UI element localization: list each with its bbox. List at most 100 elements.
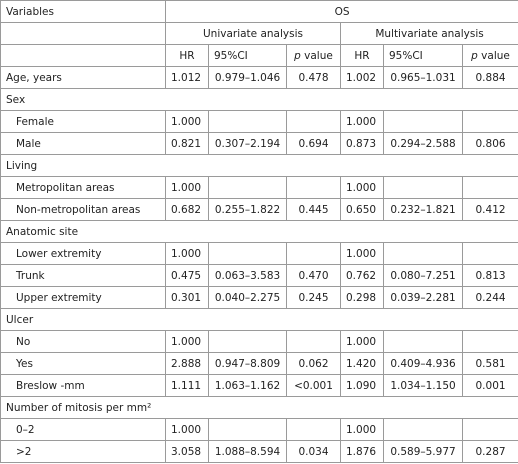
data-cell: 0.287: [461, 440, 518, 463]
row-label: Metropolitan areas: [0, 176, 166, 199]
table-row: Living: [0, 154, 518, 177]
data-cell: [286, 242, 341, 265]
table-row: Female 1.000 1.000: [0, 110, 518, 133]
data-cell: [208, 110, 287, 133]
header-cell: [0, 44, 166, 67]
data-cell: [383, 242, 463, 265]
table-row: Yes 2.888 0.947–8.809 0.062 1.420 0.409–4.936…: [0, 352, 518, 375]
table-row: Non-metropolitan areas 0.682 0.255–1.822 0.…: [0, 198, 518, 221]
data-cell: 0.821: [165, 132, 209, 155]
table-row: No 1.000 1.000: [0, 330, 518, 353]
table-row: Trunk 0.475 0.063–3.583 0.470 0.762 0.080–7.2…: [0, 264, 518, 287]
data-cell: 1.000: [340, 418, 384, 441]
table-row: 0–2 1.000 1.000: [0, 418, 518, 441]
data-cell: 0.650: [340, 198, 384, 221]
data-cell: 0.979–1.046: [208, 66, 287, 89]
data-cell: 0.445: [286, 198, 341, 221]
row-label: Male: [0, 132, 166, 155]
data-cell: 1.000: [165, 418, 209, 441]
column-header: 95%CI: [208, 44, 287, 67]
data-cell: 0.470: [286, 264, 341, 287]
data-cell: [208, 242, 287, 265]
data-cell: 1.012: [165, 66, 209, 89]
data-cell: [383, 330, 463, 353]
data-cell: 0.965–1.031: [383, 66, 463, 89]
data-cell: 0.080–7.251: [383, 264, 463, 287]
row-label: Yes: [0, 352, 166, 375]
header-cell: OS: [164, 0, 518, 23]
table-row: Anatomic site: [0, 220, 518, 243]
data-cell: 0.001: [461, 374, 518, 397]
data-cell: [461, 176, 518, 199]
data-cell: 0.255–1.822: [208, 198, 287, 221]
data-cell: [383, 110, 463, 133]
table-row: Variables OS: [0, 0, 518, 23]
group-label: Number of mitosis per mm²: [0, 396, 518, 419]
data-cell: 2.888: [165, 352, 209, 375]
row-label: Breslow -mm: [0, 374, 166, 397]
data-cell: 0.245: [286, 286, 341, 309]
column-header: HR: [165, 44, 209, 67]
row-label: No: [0, 330, 166, 353]
data-cell: 0.412: [461, 198, 518, 221]
data-cell: 1.000: [340, 330, 384, 353]
data-cell: 1.000: [165, 242, 209, 265]
data-cell: 0.682: [165, 198, 209, 221]
data-cell: 0.298: [340, 286, 384, 309]
data-cell: 0.806: [461, 132, 518, 155]
data-cell: 1.063–1.162: [208, 374, 287, 397]
data-cell: <0.001: [286, 374, 341, 397]
data-cell: 0.581: [461, 352, 518, 375]
column-header: p value: [286, 44, 341, 67]
data-cell: 0.062: [286, 352, 341, 375]
data-cell: 0.301: [165, 286, 209, 309]
header-cell: [0, 22, 166, 45]
data-cell: 0.409–4.936: [383, 352, 463, 375]
group-label: Ulcer: [0, 308, 518, 331]
data-cell: 1.000: [165, 110, 209, 133]
data-cell: 0.034: [286, 440, 341, 463]
data-cell: 1.034–1.150: [383, 374, 463, 397]
data-cell: 0.884: [461, 66, 518, 89]
data-cell: [286, 176, 341, 199]
row-label: Trunk: [0, 264, 166, 287]
table-row: Number of mitosis per mm²: [0, 396, 518, 419]
data-cell: 1.876: [340, 440, 384, 463]
data-cell: 1.420: [340, 352, 384, 375]
data-cell: [383, 418, 463, 441]
row-label: Age, years: [0, 66, 166, 89]
data-cell: 1.111: [165, 374, 209, 397]
row-label: Non-metropolitan areas: [0, 198, 166, 221]
row-label: Upper extremity: [0, 286, 166, 309]
data-cell: 1.000: [340, 110, 384, 133]
table-row: Univariate analysis Multivariate analysis: [0, 22, 518, 45]
data-cell: 0.589–5.977: [383, 440, 463, 463]
data-cell: 1.000: [340, 242, 384, 265]
column-header: 95%CI: [383, 44, 463, 67]
table-row: Male 0.821 0.307–2.194 0.694 0.873 0.294–2.58…: [0, 132, 518, 155]
data-cell: 0.040–2.275: [208, 286, 287, 309]
data-cell: 0.947–8.809: [208, 352, 287, 375]
data-cell: 0.478: [286, 66, 341, 89]
column-header: HR: [340, 44, 384, 67]
row-label: >2: [0, 440, 166, 463]
header-cell: Variables: [0, 0, 166, 23]
data-cell: [208, 176, 287, 199]
table-row: Sex: [0, 88, 518, 111]
row-label: Lower extremity: [0, 242, 166, 265]
data-cell: 0.694: [286, 132, 341, 155]
data-cell: 0.232–1.821: [383, 198, 463, 221]
data-cell: 0.039–2.281: [383, 286, 463, 309]
data-cell: 0.762: [340, 264, 384, 287]
group-label: Anatomic site: [0, 220, 518, 243]
data-cell: 0.873: [340, 132, 384, 155]
data-cell: [461, 242, 518, 265]
table-row: >2 3.058 1.088–8.594 0.034 1.876 0.589–5.977 0…: [0, 440, 518, 463]
data-cell: [461, 330, 518, 353]
table-row: HR 95%CI p value HR 95%CI p value: [0, 44, 518, 67]
data-cell: 0.244: [461, 286, 518, 309]
header-cell: Multivariate analysis: [339, 22, 518, 45]
data-cell: 1.090: [340, 374, 384, 397]
